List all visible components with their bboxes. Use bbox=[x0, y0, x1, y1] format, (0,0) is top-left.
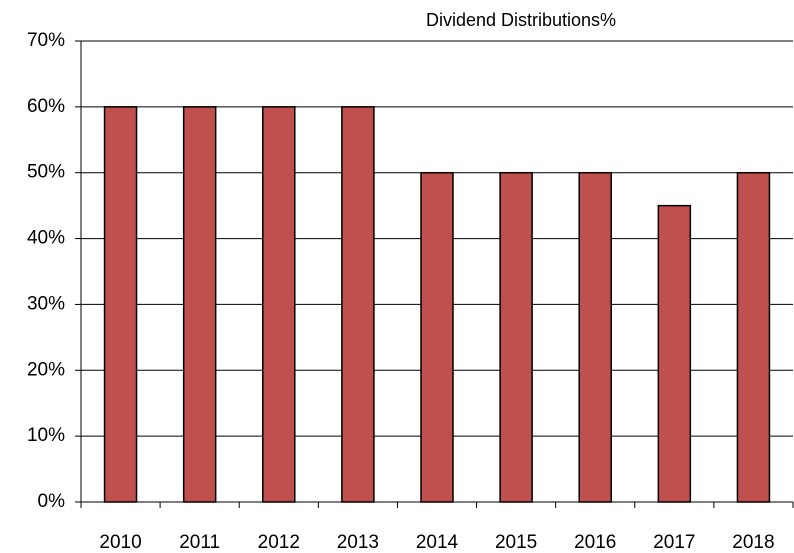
bar bbox=[182, 106, 217, 503]
y-tick-label: 70% bbox=[27, 30, 65, 51]
bar bbox=[736, 171, 771, 503]
bar bbox=[262, 106, 296, 503]
y-tick-label: 60% bbox=[27, 96, 65, 117]
bar bbox=[420, 171, 454, 503]
y-tick-label: 40% bbox=[27, 228, 65, 249]
x-tick-label: 2016 bbox=[574, 532, 616, 553]
x-tick-label: 2018 bbox=[732, 532, 774, 553]
bar bbox=[103, 106, 138, 503]
y-tick-label: 20% bbox=[27, 359, 65, 380]
bar bbox=[499, 171, 533, 503]
bar bbox=[657, 204, 692, 503]
chart-title: Dividend Distributions% bbox=[426, 10, 616, 30]
bar bbox=[341, 106, 375, 503]
x-tick-label: 2013 bbox=[337, 532, 379, 553]
x-tick-label: 2012 bbox=[258, 532, 300, 553]
bar bbox=[578, 171, 612, 503]
y-tick-label: 0% bbox=[38, 491, 66, 512]
x-tick-label: 2010 bbox=[99, 532, 141, 553]
x-tick-label: 2014 bbox=[416, 532, 459, 553]
x-tick-label: 2015 bbox=[495, 532, 537, 553]
x-tick-label: 2011 bbox=[179, 532, 220, 553]
y-tick-label: 30% bbox=[27, 293, 65, 314]
y-tick-label: 10% bbox=[27, 425, 65, 446]
y-tick-label: 50% bbox=[27, 162, 65, 183]
x-tick-label: 2017 bbox=[653, 532, 695, 553]
